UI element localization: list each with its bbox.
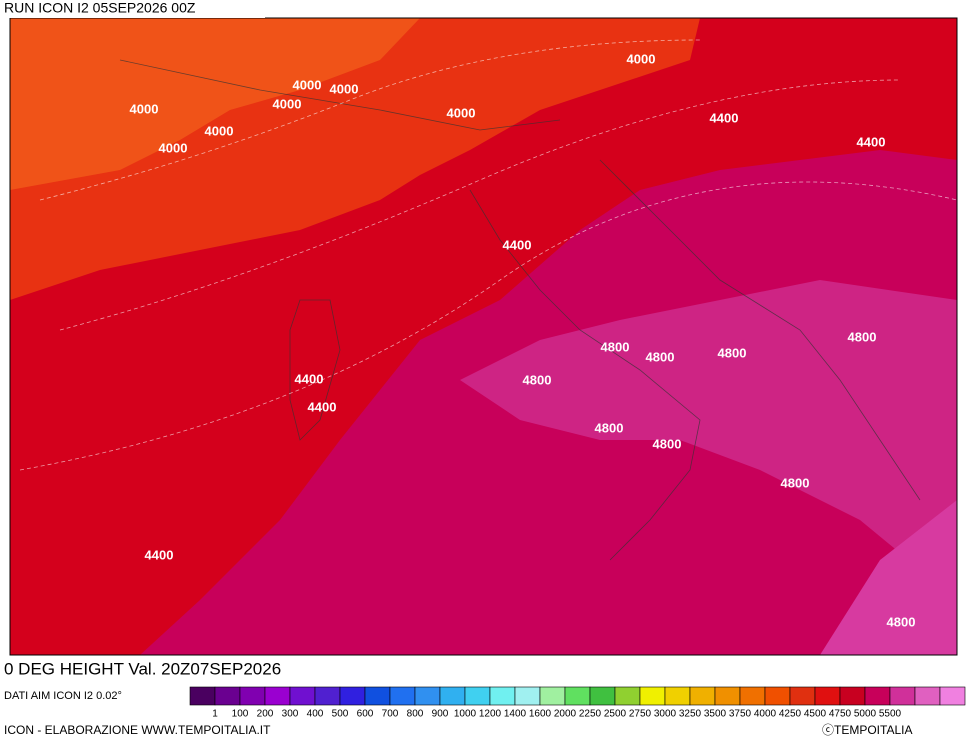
contour-label: 4000 bbox=[130, 101, 159, 116]
zone-pink bbox=[820, 500, 957, 655]
legend-label: 4750 bbox=[829, 709, 852, 720]
legend-swatch bbox=[789, 686, 816, 706]
legend-swatch bbox=[889, 686, 916, 706]
contour-label: 4400 bbox=[503, 237, 532, 252]
legend-swatch bbox=[739, 686, 766, 706]
contour-label: 4000 bbox=[447, 105, 476, 120]
contour-label: 4800 bbox=[848, 329, 877, 344]
contour-label: 4000 bbox=[627, 51, 656, 66]
contour-label: 4800 bbox=[601, 339, 630, 354]
contour-label: 4000 bbox=[159, 140, 188, 155]
legend-label: 100 bbox=[232, 709, 249, 720]
legend-swatch bbox=[714, 686, 741, 706]
legend-swatch bbox=[589, 686, 616, 706]
legend-swatch bbox=[814, 686, 841, 706]
isolines bbox=[19, 39, 958, 471]
run-label: RUN ICON I2 05SEP2026 00Z bbox=[4, 0, 196, 16]
contour-label: 4800 bbox=[781, 475, 810, 490]
legend-swatch bbox=[614, 686, 641, 706]
title: 0 DEG HEIGHT Val. 20Z07SEP2026 bbox=[4, 659, 281, 678]
legend-label: 500 bbox=[332, 709, 349, 720]
contour-label: 4800 bbox=[523, 372, 552, 387]
legend-label: 2500 bbox=[604, 709, 627, 720]
contour-label: 4800 bbox=[887, 614, 916, 629]
legend-swatch bbox=[364, 686, 391, 706]
coastlines bbox=[119, 59, 921, 561]
legend-swatch bbox=[314, 686, 341, 706]
legend-label: 3250 bbox=[679, 709, 702, 720]
legend-label: 800 bbox=[407, 709, 424, 720]
source: DATI AIM ICON I2 0.02° bbox=[4, 690, 122, 702]
footer-right: ⓒTEMPOITALIA bbox=[822, 723, 912, 737]
legend-label: 5500 bbox=[879, 709, 902, 720]
contour-label: 4400 bbox=[710, 110, 739, 125]
legend-label: 1 bbox=[212, 709, 218, 720]
legend-swatch bbox=[414, 686, 441, 706]
legend-swatch bbox=[339, 686, 366, 706]
legend-swatch bbox=[289, 686, 316, 706]
legend: 1 100 200 300 400 500 600 700 800 900 1000 1200 1400… bbox=[189, 686, 966, 720]
legend-swatch bbox=[539, 686, 566, 706]
title-box bbox=[0, 657, 413, 683]
map: 4000 4000 4000 4000 4000 4000 4000 4000 … bbox=[9, 17, 958, 656]
contour-label: 4800 bbox=[718, 345, 747, 360]
legend-label: 200 bbox=[257, 709, 274, 720]
legend-swatch bbox=[214, 686, 241, 706]
legend-label: 1200 bbox=[479, 709, 502, 720]
legend-swatch bbox=[464, 686, 491, 706]
legend-swatch bbox=[914, 686, 941, 706]
contour-label: 4000 bbox=[273, 96, 302, 111]
contour-label: 4400 bbox=[308, 399, 337, 414]
legend-label: 4250 bbox=[779, 709, 802, 720]
legend-label: 2750 bbox=[629, 709, 652, 720]
legend-label: 300 bbox=[282, 709, 299, 720]
legend-label: 400 bbox=[307, 709, 324, 720]
contour-label: 4800 bbox=[653, 436, 682, 451]
legend-label: 1400 bbox=[504, 709, 527, 720]
footer-left: ICON - ELABORAZIONE WWW.TEMPOITALIA.IT bbox=[4, 723, 271, 737]
legend-swatch bbox=[864, 686, 891, 706]
legend-swatch bbox=[564, 686, 591, 706]
legend-swatch bbox=[189, 686, 216, 706]
legend-swatch bbox=[939, 686, 966, 706]
legend-swatch bbox=[439, 686, 466, 706]
contour-label: 4800 bbox=[595, 420, 624, 435]
legend-swatch bbox=[489, 686, 516, 706]
contour-label: 4400 bbox=[295, 371, 324, 386]
legend-label: 3750 bbox=[729, 709, 752, 720]
legend-swatch bbox=[389, 686, 416, 706]
legend-label: 5000 bbox=[854, 709, 877, 720]
legend-swatch bbox=[664, 686, 691, 706]
legend-swatch bbox=[639, 686, 666, 706]
contour-label: 4000 bbox=[205, 123, 234, 138]
contour-label: 4800 bbox=[646, 349, 675, 364]
legend-label: 3500 bbox=[704, 709, 727, 720]
legend-swatch bbox=[764, 686, 791, 706]
legend-label: 1600 bbox=[529, 709, 552, 720]
legend-label: 1000 bbox=[454, 709, 477, 720]
contour-label: 4000 bbox=[330, 81, 359, 96]
legend-label: 900 bbox=[432, 709, 449, 720]
legend-label: 600 bbox=[357, 709, 374, 720]
zone-light-magenta bbox=[460, 280, 957, 600]
legend-swatch bbox=[264, 686, 291, 706]
legend-label: 3000 bbox=[654, 709, 677, 720]
legend-label: 4500 bbox=[804, 709, 827, 720]
contour-label: 4400 bbox=[145, 547, 174, 562]
map-frame bbox=[9, 17, 958, 656]
run-box bbox=[0, 0, 265, 18]
zone-light-orange bbox=[10, 18, 420, 190]
legend-label: 2250 bbox=[579, 709, 602, 720]
contour-label: 4400 bbox=[857, 134, 886, 149]
contour-label: 4000 bbox=[293, 77, 322, 92]
legend-swatch bbox=[239, 686, 266, 706]
legend-label: 700 bbox=[382, 709, 399, 720]
legend-swatch bbox=[514, 686, 541, 706]
legend-swatch bbox=[839, 686, 866, 706]
legend-swatch bbox=[689, 686, 716, 706]
legend-label: 2000 bbox=[554, 709, 577, 720]
legend-label: 4000 bbox=[754, 709, 777, 720]
